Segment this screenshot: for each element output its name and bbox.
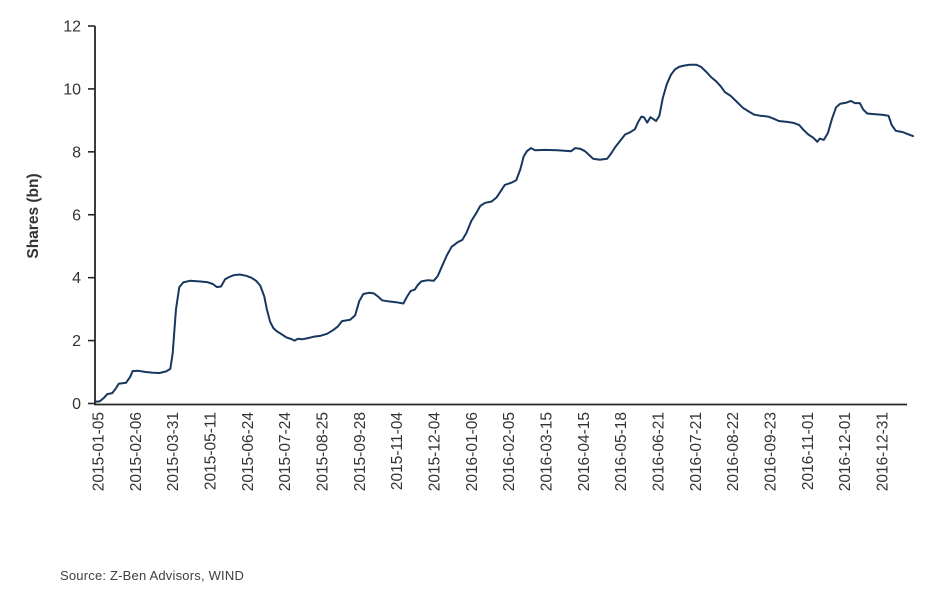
data-series [94,63,914,403]
y-tick-label: 6 [72,207,81,224]
x-tick-label: 2016-06-21 [651,412,668,491]
y-tick-label: 8 [72,144,81,161]
y-axis-labels: 0 2 4 6 8 10 12 [63,19,81,414]
y-tick-label: 12 [63,19,81,36]
x-tick-label: 2015-12-04 [427,412,444,492]
x-tick-label: 2015-03-31 [165,412,182,491]
axes [94,26,907,406]
y-axis-title: Shares (bn) [25,173,42,258]
x-axis-labels: 2015-01-05 2015-02-06 2015-03-31 2015-05-11… [91,412,892,492]
y-tick-label: 10 [63,81,81,98]
x-tick-label: 2015-02-06 [128,412,145,491]
y-tick-label: 0 [72,396,81,413]
x-tick-label: 2015-09-28 [352,412,369,491]
y-axis-ticks [88,25,95,405]
x-tick-label: 2015-01-05 [91,412,108,491]
source-note: Source: Z-Ben Advisors, WIND [60,568,245,583]
x-tick-label: 2015-06-24 [240,412,257,492]
x-tick-label: 2015-05-11 [203,412,220,490]
y-tick-label: 4 [72,270,81,287]
x-tick-label: 2016-12-31 [875,412,892,491]
x-tick-label: 2015-07-24 [277,412,294,492]
x-tick-label: 2016-03-15 [539,412,556,491]
x-tick-label: 2015-11-04 [389,412,406,491]
x-tick-label: 2016-12-01 [837,412,854,491]
x-tick-label: 2016-01-06 [464,412,481,491]
shares-line-series [94,63,914,403]
x-tick-label: 2016-07-21 [688,412,705,491]
y-tick-label: 2 [72,333,81,350]
x-tick-label: 2016-09-23 [763,412,780,491]
x-tick-label: 2016-02-05 [501,412,518,491]
x-tick-label: 2016-05-18 [613,412,630,491]
x-tick-label: 2016-11-01 [800,412,817,490]
x-tick-label: 2016-08-22 [725,412,742,491]
x-tick-label: 2016-04-15 [576,412,593,491]
x-tick-label: 2015-08-25 [315,412,332,491]
